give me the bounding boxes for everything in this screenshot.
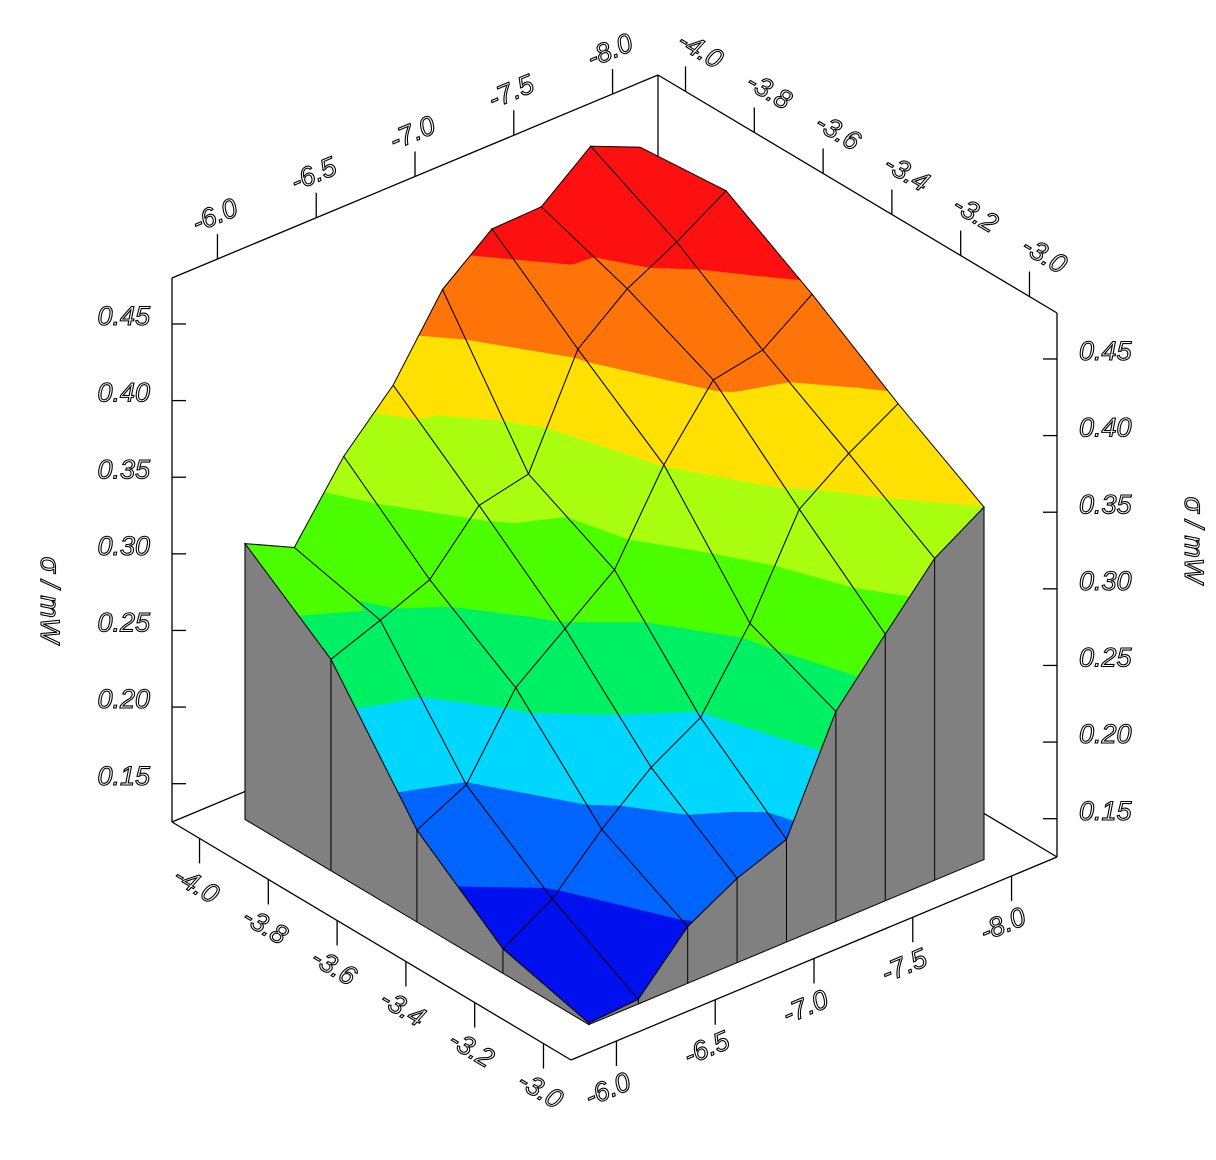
surface-cell (243, 543, 382, 661)
x-tick-label: -4.0 (169, 860, 224, 910)
y-tick-label: -7.5 (877, 942, 932, 988)
z-tick-label: 0.20 (97, 684, 150, 714)
z-axis-title: σ / mW (1179, 497, 1209, 586)
surface-cell (576, 288, 715, 466)
z-axis-title: σ / mW (35, 557, 65, 646)
z-tick-label: 0.40 (1079, 413, 1132, 443)
box-edge (171, 821, 572, 1061)
y-tick-label: -7.5 (484, 68, 539, 114)
x-tick-label: -3.4 (375, 983, 430, 1033)
y-tick-label: -8.0 (583, 27, 637, 73)
surface-cell (847, 402, 986, 560)
x-tick-label: -3.2 (948, 189, 1003, 239)
surface-cell (675, 190, 814, 351)
z-tick-label: 0.25 (1079, 643, 1133, 673)
surface-cell (601, 766, 739, 928)
z-tick-label: 0.25 (97, 608, 151, 638)
surface-cell (441, 228, 580, 476)
x-tick-label: -3.8 (238, 901, 293, 951)
surface-cell (379, 578, 517, 786)
surface-cell (626, 241, 764, 381)
y-tick-label: -7.0 (385, 110, 439, 156)
y-tick-label: -6.0 (187, 192, 241, 238)
z-tick-label: 0.45 (97, 301, 151, 331)
x-tick-label: -3.4 (879, 148, 934, 198)
surface-cell (650, 716, 788, 880)
surface-cell (342, 384, 481, 581)
z-tick-label: 0.35 (1079, 489, 1133, 519)
z-tick-label: 0.30 (97, 531, 150, 561)
z-tick-label: 0.30 (1079, 566, 1132, 596)
surface-cell (798, 452, 936, 636)
surface-cell (515, 627, 652, 831)
z-tick-label: 0.35 (97, 454, 151, 484)
surface-cell (551, 828, 689, 1001)
x-tick-label: -3.6 (810, 107, 866, 157)
x-tick-label: -4.0 (673, 25, 728, 75)
x-tick-label: -3.0 (513, 1065, 568, 1115)
z-tick-label: 0.20 (1079, 719, 1132, 749)
y-tick-label: -8.0 (976, 901, 1030, 947)
x-tick-label: -3.0 (1017, 230, 1072, 280)
surface-cell (490, 206, 628, 351)
y-tick-label: -6.5 (679, 1025, 734, 1071)
x-tick-label: -3.8 (742, 66, 797, 116)
surface-cell (699, 622, 837, 841)
z-tick-label: 0.40 (97, 378, 150, 408)
surface-cell (663, 378, 801, 625)
z-tick-label: 0.15 (97, 761, 151, 791)
surface-cell (330, 619, 467, 831)
y-tick-label: -7.0 (778, 984, 832, 1030)
surface-cell (613, 463, 751, 719)
y-tick-label: -6.0 (580, 1066, 634, 1112)
y-tick-label: -6.5 (286, 151, 341, 197)
z-tick-label: 0.15 (1079, 796, 1133, 826)
box-edge (657, 74, 1058, 314)
surface-cell (465, 686, 603, 900)
surface-cell (527, 348, 665, 571)
z-tick-label: 0.45 (1079, 336, 1133, 366)
x-tick-label: -3.6 (306, 942, 362, 992)
x-tick-label: -3.2 (444, 1024, 499, 1074)
surface-cell (392, 288, 530, 507)
surface-cell (748, 508, 887, 713)
